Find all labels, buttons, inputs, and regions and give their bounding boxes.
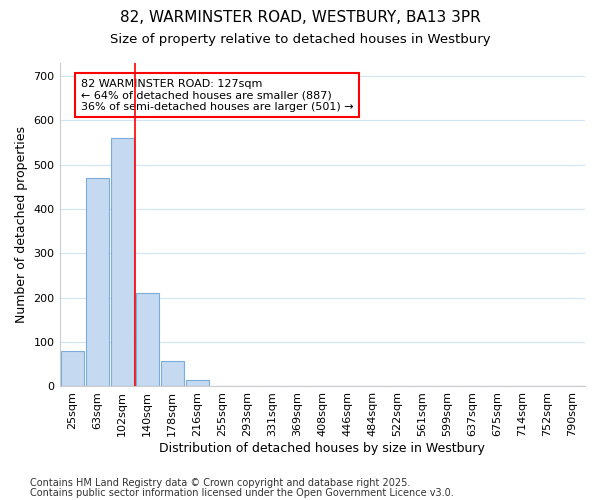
Text: Size of property relative to detached houses in Westbury: Size of property relative to detached ho… (110, 32, 490, 46)
Text: Contains HM Land Registry data © Crown copyright and database right 2025.: Contains HM Land Registry data © Crown c… (30, 478, 410, 488)
Text: 82, WARMINSTER ROAD, WESTBURY, BA13 3PR: 82, WARMINSTER ROAD, WESTBURY, BA13 3PR (119, 10, 481, 25)
Text: 82 WARMINSTER ROAD: 127sqm
← 64% of detached houses are smaller (887)
36% of sem: 82 WARMINSTER ROAD: 127sqm ← 64% of deta… (80, 78, 353, 112)
Bar (61, 351, 83, 386)
Bar (110, 138, 134, 386)
Bar (136, 294, 158, 386)
Bar (185, 380, 209, 386)
X-axis label: Distribution of detached houses by size in Westbury: Distribution of detached houses by size … (160, 442, 485, 455)
Text: Contains public sector information licensed under the Open Government Licence v3: Contains public sector information licen… (30, 488, 454, 498)
Bar (161, 361, 184, 386)
Bar (86, 178, 109, 386)
Y-axis label: Number of detached properties: Number of detached properties (15, 126, 28, 323)
